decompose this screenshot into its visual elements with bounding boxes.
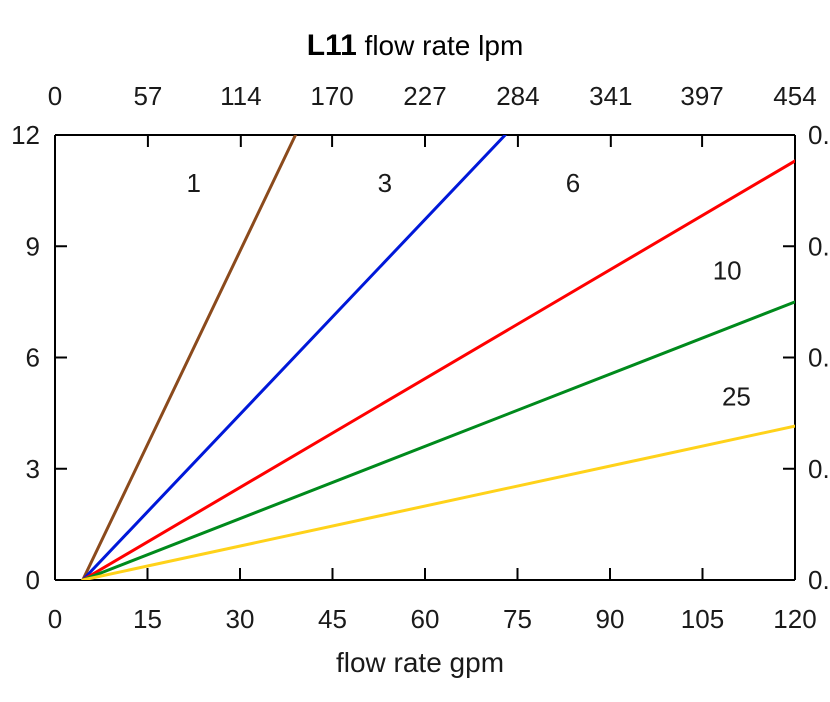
tick-label-top: 170 bbox=[310, 81, 353, 111]
tick-label-left: 0 bbox=[26, 565, 40, 595]
tick-label-top: 114 bbox=[220, 81, 261, 111]
tick-label-bottom: 105 bbox=[681, 604, 724, 634]
chart-title: L11 flow rate lpm bbox=[307, 29, 524, 62]
tick-label-right: 0.8 bbox=[808, 120, 830, 150]
tick-label-bottom: 120 bbox=[773, 604, 816, 634]
series-label-25: 25 bbox=[722, 381, 751, 411]
tick-label-top: 57 bbox=[133, 81, 162, 111]
tick-label-top: 227 bbox=[403, 81, 446, 111]
tick-label-top: 397 bbox=[680, 81, 723, 111]
tick-label-right: 0.2 bbox=[808, 454, 830, 484]
tick-label-bottom: 30 bbox=[226, 604, 255, 634]
tick-label-bottom: 45 bbox=[318, 604, 347, 634]
series-label-10: 10 bbox=[713, 255, 742, 285]
chart-container: { "chart": { "type": "line", "canvas": {… bbox=[0, 0, 830, 702]
tick-label-top: 0 bbox=[48, 81, 62, 111]
tick-label-bottom: 75 bbox=[503, 604, 532, 634]
series-label-6: 6 bbox=[566, 168, 580, 198]
tick-label-right: 0.4 bbox=[808, 343, 830, 373]
tick-label-left: 6 bbox=[26, 343, 40, 373]
tick-label-bottom: 90 bbox=[596, 604, 625, 634]
tick-label-right: 0.0 bbox=[808, 565, 830, 595]
tick-label-top: 284 bbox=[496, 81, 539, 111]
series-label-3: 3 bbox=[378, 168, 392, 198]
tick-label-bottom: 15 bbox=[133, 604, 162, 634]
tick-label-bottom: 0 bbox=[48, 604, 62, 634]
tick-label-top: 454 bbox=[773, 81, 816, 111]
tick-label-top: 341 bbox=[589, 81, 632, 111]
tick-label-left: 3 bbox=[26, 454, 40, 484]
tick-label-right: 0.6 bbox=[808, 231, 830, 261]
tick-label-bottom: 60 bbox=[411, 604, 440, 634]
tick-label-left: 9 bbox=[26, 231, 40, 261]
x-axis-label: flow rate gpm bbox=[336, 647, 504, 678]
series-label-1: 1 bbox=[187, 168, 201, 198]
line-chart: L11 flow rate lpm 0 57 114 170 227 284 341 397 45… bbox=[0, 0, 830, 702]
tick-label-left: 12 bbox=[11, 120, 40, 150]
